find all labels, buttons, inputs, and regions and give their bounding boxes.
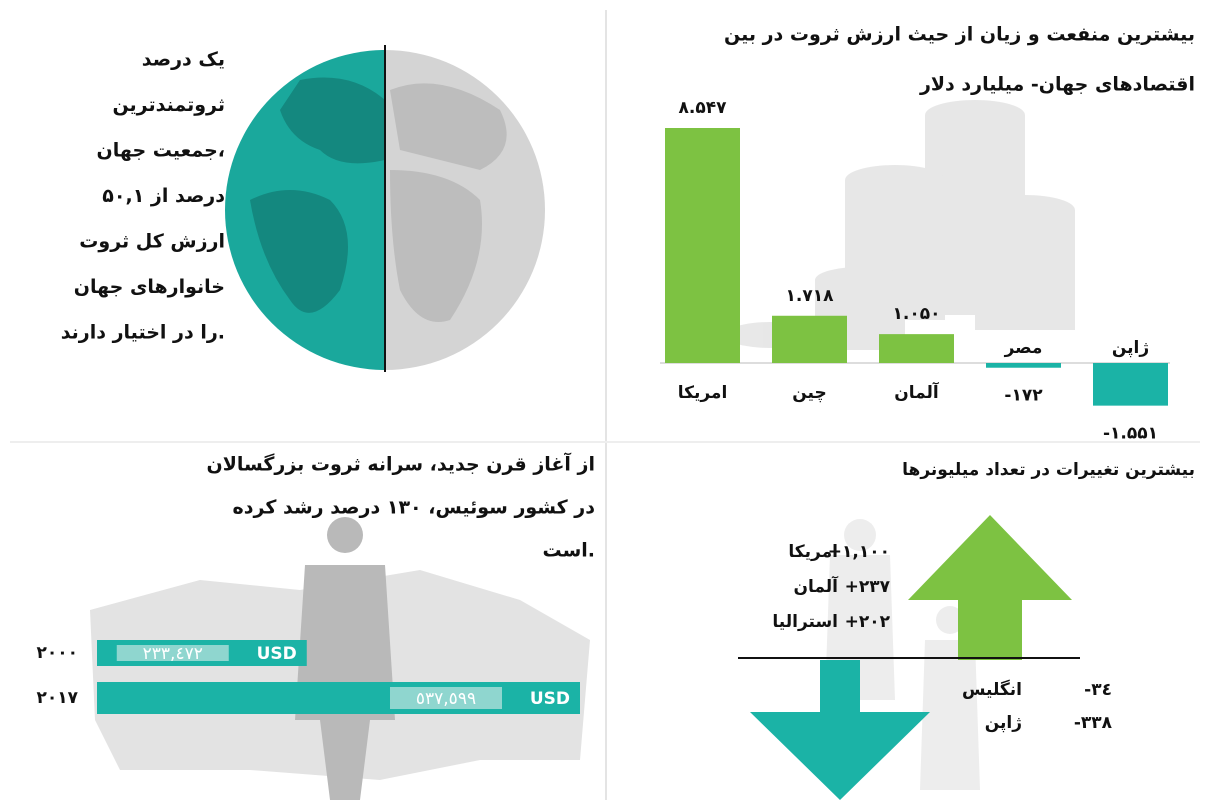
country-label: آلمان (793, 575, 839, 597)
bar (97, 682, 580, 714)
chart-title: از آغاز قرن جدید، سرانه ثروت بزرگسالان (207, 452, 595, 476)
globe (225, 45, 545, 372)
category-label: ۲۰۱۷ (36, 688, 78, 708)
country-label: انگلیس (962, 679, 1022, 700)
value-label: -۱۷۲ (1004, 386, 1043, 406)
category-label: ژاپن (1112, 338, 1149, 358)
category-label: چین (792, 383, 827, 403)
category-label: آلمان (894, 381, 940, 403)
change-label: +۲۰۲ (845, 612, 891, 632)
value-label: ۸.۵۴۷ (679, 98, 728, 118)
change-label: +۱,۱۰۰ (828, 542, 890, 562)
globe-text: یک درصد (142, 49, 225, 71)
down-arrow (750, 660, 930, 800)
panel-title: بیشترین تغییرات در تعداد میلیونرها (902, 460, 1195, 480)
change-label: -۳۳۸ (1074, 713, 1113, 733)
category-label: امریکا (678, 383, 728, 403)
value-label: ۲۳۳,٤٧٢ (143, 644, 203, 664)
globe-text: ۵۰,۱ درصد از (102, 185, 225, 207)
value-label: ۱.۷۱۸ (786, 286, 835, 306)
country-label: استرالیا (772, 612, 838, 632)
bar (986, 363, 1061, 368)
unit-label: USD (530, 689, 570, 709)
globe-text: جمعیت جهان، (97, 140, 225, 162)
category-label: مصر (1004, 338, 1043, 358)
chart-title: در کشور سوئیس، ۱۳۰ درصد رشد کرده (233, 497, 596, 519)
country-label: امریکا (788, 542, 838, 562)
chart-title: بیشترین منفعت و زیان از حیث ارزش ثروت در… (724, 24, 1195, 46)
chart-title: است. (542, 540, 595, 562)
value-label: -۱.۵۵۱ (1103, 424, 1158, 444)
value-box (116, 645, 229, 661)
globe-text: ثروتمندترین (112, 94, 225, 116)
country-label: ژاپن (985, 713, 1022, 733)
bar (1093, 363, 1168, 406)
bar (772, 315, 847, 363)
globe-text: را در اختیار دارند. (61, 322, 225, 344)
bar (665, 128, 740, 363)
category-label: ۲۰۰۰ (36, 643, 78, 663)
coins-decoration (725, 100, 1075, 350)
value-label: ۱.۰۵۰ (893, 304, 941, 324)
change-label: -۳٤ (1084, 680, 1112, 700)
value-label: ٥٣٧,٥٩٩ (416, 689, 476, 709)
chart-title: اقتصادهای جهان- میلیارد دلار (919, 74, 1195, 96)
globe-text: ارزش کل ثروت (79, 231, 225, 253)
change-label: +۲۳۷ (845, 577, 891, 597)
up-arrow (908, 515, 1072, 660)
value-box (390, 687, 502, 709)
globe-text: خانوارهای جهان (74, 276, 225, 298)
bar (879, 334, 954, 363)
unit-label: USD (257, 644, 297, 664)
